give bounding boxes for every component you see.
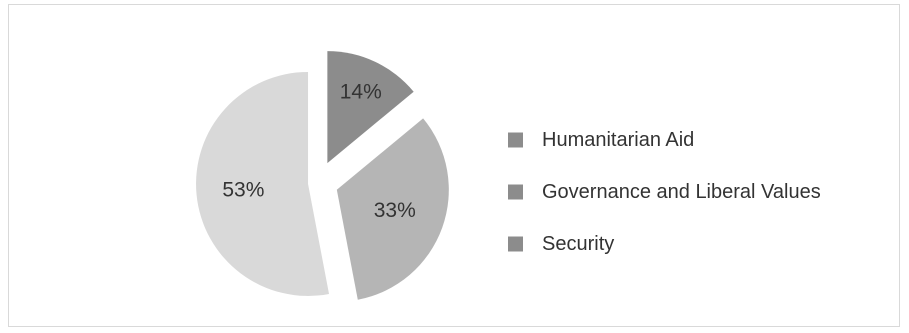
legend-swatch: [508, 184, 523, 200]
pie-slice-security: [196, 71, 330, 296]
legend-swatch: [508, 132, 523, 148]
pie-slice-governance-and-liberal-values: [336, 118, 449, 300]
legend-label: Security: [542, 233, 614, 255]
slice-labels: 14% 33% 53%: [222, 81, 415, 222]
chart-frame: [8, 4, 900, 327]
slice-value-label: 33%: [374, 199, 416, 222]
legend-label: Governance and Liberal Values: [542, 181, 821, 203]
legend: Humanitarian Aid Governance and Liberal V…: [508, 129, 821, 255]
pie-slice-humanitarian-aid: [327, 51, 414, 164]
legend-entry: Humanitarian Aid: [508, 129, 694, 151]
legend-entry: Governance and Liberal Values: [508, 181, 821, 203]
pie-slices: [196, 51, 449, 300]
legend-label: Humanitarian Aid: [542, 129, 694, 151]
legend-entry: Security: [508, 233, 614, 255]
legend-swatch: [508, 236, 523, 252]
slice-value-label: 14%: [340, 81, 382, 104]
slice-value-label: 53%: [222, 179, 264, 202]
